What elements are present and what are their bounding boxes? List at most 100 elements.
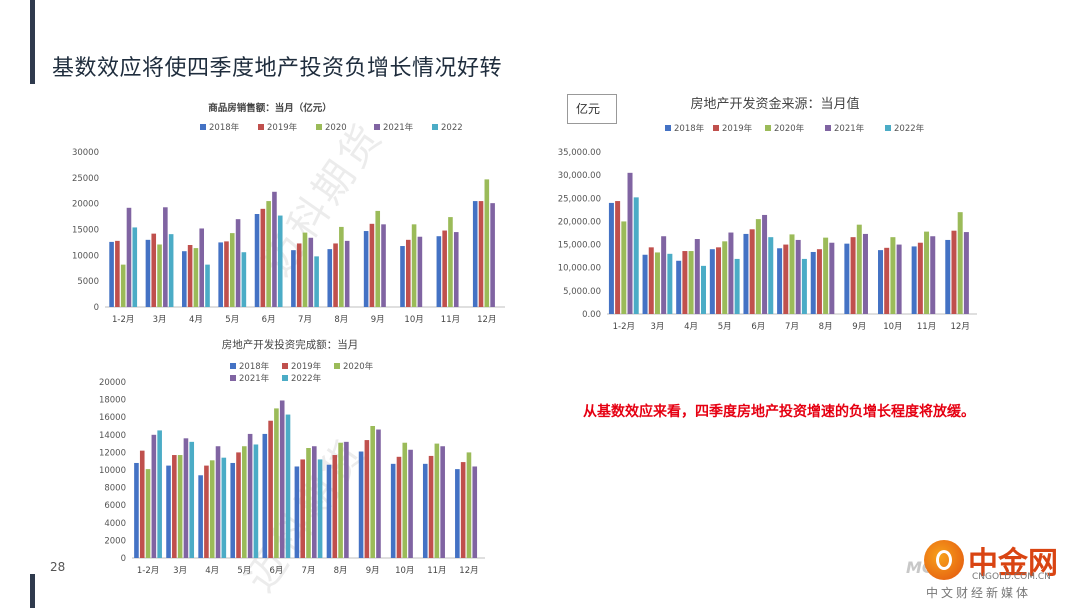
y-tick-label: 5,000.00: [563, 287, 601, 297]
legend-swatch: [713, 125, 719, 131]
x-tick-label: 10月: [883, 322, 902, 332]
bar: [402, 442, 408, 558]
x-tick-label: 4月: [189, 315, 203, 325]
bar: [199, 228, 205, 307]
bar: [344, 441, 349, 558]
y-tick-label: 25,000.00: [558, 194, 601, 204]
y-tick-label: 10000: [72, 251, 99, 261]
bar: [716, 247, 722, 314]
bar: [218, 242, 223, 307]
bar: [157, 430, 162, 558]
x-tick-label: 6月: [262, 315, 276, 325]
cngold-logo-icon: [924, 540, 964, 580]
bar: [417, 236, 423, 307]
bar: [749, 229, 755, 314]
chart-title: 房地产开发资金来源：当月值: [690, 96, 859, 112]
bar: [364, 440, 370, 558]
x-tick-label: 8月: [334, 566, 348, 576]
bar: [709, 249, 715, 314]
x-tick-label: 5月: [225, 315, 239, 325]
bar: [204, 465, 209, 558]
bar: [370, 426, 375, 558]
bar: [145, 469, 151, 558]
legend-swatch: [282, 363, 288, 369]
x-tick-label: 7月: [785, 322, 799, 332]
bar: [242, 446, 247, 558]
x-tick-label: 8月: [819, 322, 833, 332]
x-tick-label: 11月: [917, 322, 936, 332]
y-tick-label: 20000: [99, 378, 126, 388]
bar: [235, 219, 241, 307]
legend-label: 2021年: [383, 122, 414, 133]
x-tick-label: 10月: [404, 315, 423, 325]
bar: [168, 234, 174, 307]
x-tick-label: 1-2月: [613, 322, 635, 332]
bar: [266, 201, 271, 307]
bar: [810, 251, 816, 314]
chart-title: 房地产开发投资完成额：当月: [222, 338, 359, 351]
y-tick-label: 30,000.00: [558, 171, 601, 181]
legend-swatch: [825, 125, 831, 131]
bar: [408, 449, 413, 558]
bar: [411, 224, 417, 307]
legend-label: 2019年: [291, 361, 322, 372]
bar: [285, 414, 291, 558]
conclusion-note: 从基数效应来看，四季度房地产投资增速的负增长程度将放缓。: [583, 404, 975, 420]
bar: [294, 466, 300, 558]
legend-label: 2022: [441, 123, 463, 133]
y-tick-label: 20000: [72, 200, 99, 210]
bar: [376, 429, 381, 558]
bar: [166, 465, 171, 558]
bar: [182, 251, 187, 307]
legend-swatch: [334, 363, 340, 369]
bar: [676, 260, 682, 314]
x-tick-label: 4月: [684, 322, 698, 332]
bar: [957, 212, 963, 314]
y-tick-label: 16000: [99, 413, 126, 423]
bar: [260, 208, 266, 307]
chart-title: 商品房销售额：当月（亿元）: [208, 102, 332, 114]
bar: [743, 233, 749, 314]
bar: [262, 433, 268, 558]
legend-swatch: [432, 124, 438, 130]
x-tick-label: 11月: [441, 315, 460, 325]
logo-subtitle: 中文财经新媒体: [926, 586, 1032, 600]
bar: [229, 233, 235, 307]
y-tick-label: 14000: [99, 431, 126, 441]
accent-bar-bottom: [30, 574, 35, 608]
bar: [302, 232, 308, 307]
legend-label: 2020: [325, 123, 347, 133]
bar: [850, 237, 856, 314]
x-tick-label: 7月: [302, 566, 316, 576]
bar: [455, 469, 460, 558]
bar: [215, 446, 221, 558]
bar: [722, 241, 728, 314]
bar: [789, 234, 795, 314]
y-tick-label: 12000: [99, 448, 126, 458]
y-tick-label: 15,000.00: [558, 241, 601, 251]
bar: [466, 452, 472, 558]
legend-label: 2021年: [239, 373, 270, 384]
x-tick-label: 9月: [366, 566, 380, 576]
bar: [300, 459, 305, 558]
bar: [358, 451, 364, 558]
bar: [381, 224, 386, 307]
bar: [615, 201, 621, 314]
bar: [126, 207, 132, 307]
bar: [369, 223, 375, 307]
bar: [396, 456, 402, 558]
x-tick-label: 8月: [334, 315, 348, 325]
bar: [422, 463, 428, 558]
bar: [472, 466, 478, 558]
investment-chart: 房地产开发投资完成额：当月 2018年 2019年 2020年 2021年 2022年 0 2…: [99, 338, 485, 576]
bar: [115, 240, 120, 307]
bar: [291, 250, 296, 307]
bar: [205, 264, 210, 307]
bar: [795, 239, 801, 314]
bar: [189, 441, 195, 558]
bar: [183, 438, 189, 558]
y-tick-label: 0.00: [582, 310, 601, 320]
bar: [400, 246, 405, 307]
x-tick-label: 12月: [477, 315, 496, 325]
logo-name: 中金网: [968, 546, 1058, 581]
